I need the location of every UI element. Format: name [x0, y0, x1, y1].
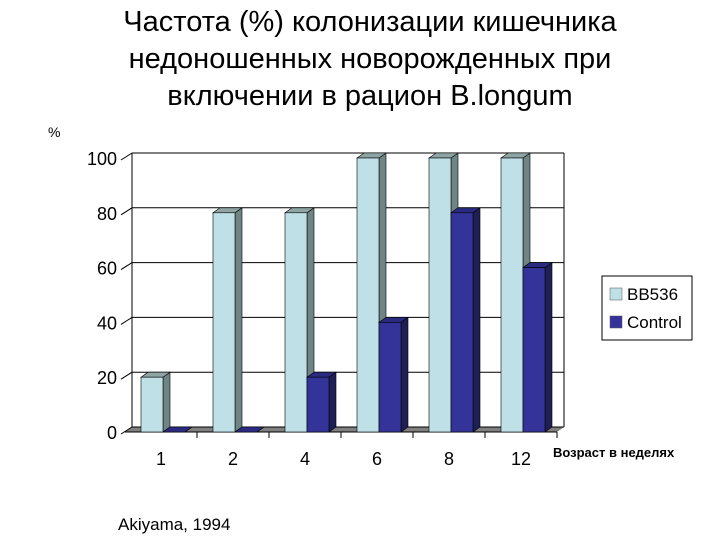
bar-top	[162, 426, 193, 433]
source-annotation: Akiyama, 1994	[118, 515, 231, 534]
y-axis-label: %	[48, 124, 61, 140]
chart-title: Частота (%) колонизации кишечника недоно…	[0, 4, 720, 115]
bar-side	[544, 262, 553, 433]
y-tick	[120, 152, 133, 161]
y-tick	[120, 316, 133, 325]
bar-control-12	[522, 267, 546, 433]
bar-bb536-4	[284, 212, 308, 433]
bar-bb536-12	[500, 157, 524, 433]
y-tick-label: 20	[97, 368, 117, 388]
bar-control-4	[306, 376, 330, 433]
legend	[601, 275, 693, 341]
y-tick	[120, 262, 133, 271]
x-tick-label: 4	[300, 449, 310, 469]
bar-bb536-1	[140, 376, 164, 433]
bar-top	[234, 426, 265, 433]
y-tick	[120, 371, 133, 380]
x-tick-label: 1	[156, 449, 166, 469]
title-line: Частота (%) колонизации кишечника	[123, 6, 617, 38]
x-tick-label: 6	[372, 449, 382, 469]
bar-bb536-6	[356, 157, 380, 433]
bar-control-8	[450, 212, 474, 433]
x-tick-label: 2	[228, 449, 238, 469]
bar-side	[400, 316, 409, 433]
y-tick-label: 0	[107, 423, 117, 443]
y-tick-label: 60	[97, 259, 117, 279]
x-tick-label: 8	[444, 449, 454, 469]
bar-bb536-2	[212, 212, 236, 433]
y-tick	[120, 207, 133, 216]
y-tick-label: 80	[97, 204, 117, 224]
bar-bb536-8	[428, 157, 452, 433]
legend-swatch	[609, 287, 623, 301]
bar-side	[328, 371, 337, 433]
legend-swatch	[609, 315, 623, 329]
y-tick-label: 40	[97, 313, 117, 333]
y-tick-label: 100	[87, 149, 117, 169]
x-tick-label: 12	[511, 449, 531, 469]
y-tick	[120, 426, 133, 435]
bar-control-6	[378, 322, 402, 433]
bar-side	[472, 207, 481, 433]
bar-side	[234, 207, 243, 433]
title-line: включении в рацион B.longum	[167, 80, 573, 112]
title-line: недоношенных новорожденных при	[128, 43, 612, 75]
legend-label: Control	[627, 313, 682, 332]
x-axis-label: Возраст в неделях	[553, 445, 675, 460]
legend-label: BB536	[627, 285, 678, 304]
bar-side	[162, 371, 171, 433]
